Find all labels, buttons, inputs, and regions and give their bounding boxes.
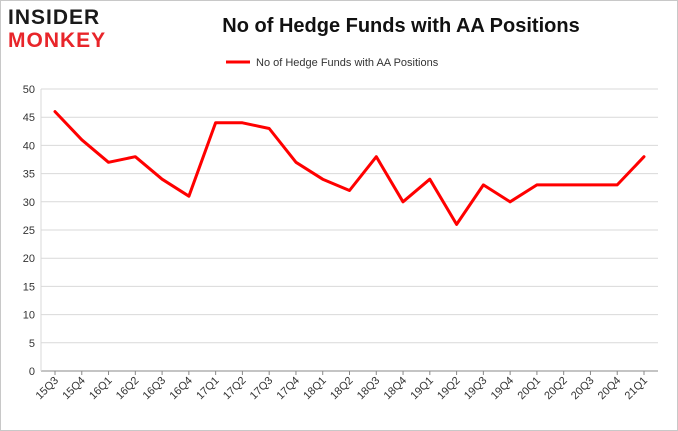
x-tick-label: 18Q3 bbox=[355, 375, 383, 403]
y-tick-label: 45 bbox=[23, 112, 35, 124]
x-tick-label: 17Q3 bbox=[248, 375, 276, 403]
y-tick-label: 0 bbox=[29, 366, 35, 378]
x-tick-label: 21Q1 bbox=[623, 375, 651, 403]
data-point bbox=[535, 183, 539, 187]
y-tick-label: 35 bbox=[23, 169, 35, 181]
y-tick-label: 30 bbox=[23, 197, 35, 209]
insider-monkey-logo: INSIDER MONKEY bbox=[8, 7, 130, 53]
x-tick-label: 17Q4 bbox=[275, 375, 303, 403]
data-point bbox=[80, 138, 83, 141]
gridlines bbox=[41, 88, 658, 344]
data-point bbox=[455, 223, 458, 226]
data-point bbox=[508, 200, 512, 203]
y-tick-label: 25 bbox=[23, 225, 35, 237]
data-point bbox=[187, 194, 191, 198]
data-point bbox=[53, 110, 57, 113]
x-tick-label: 19Q3 bbox=[462, 375, 490, 403]
data-point bbox=[589, 183, 592, 187]
axes bbox=[40, 89, 658, 375]
x-tick-label: 20Q1 bbox=[516, 375, 544, 403]
x-tick-label: 16Q2 bbox=[114, 375, 142, 403]
x-tick-label: 20Q4 bbox=[596, 375, 624, 403]
y-tick-label: 50 bbox=[23, 84, 35, 96]
data-point bbox=[428, 178, 432, 181]
data-point bbox=[642, 155, 646, 158]
logo-text-bottom: MONKEY bbox=[8, 29, 107, 52]
data-point bbox=[160, 178, 164, 181]
x-tick-label: 16Q4 bbox=[167, 375, 195, 403]
data-point bbox=[482, 183, 485, 187]
y-tick-label: 20 bbox=[23, 253, 35, 265]
x-tick-label: 19Q1 bbox=[408, 375, 436, 403]
data-point bbox=[107, 161, 110, 164]
data-point bbox=[267, 127, 271, 130]
x-tick-label: 20Q3 bbox=[569, 375, 597, 403]
data-point bbox=[401, 200, 405, 203]
x-tick-label: 19Q4 bbox=[489, 375, 517, 403]
series-line bbox=[53, 110, 646, 226]
x-tick-label: 18Q4 bbox=[382, 375, 410, 403]
y-tick-label: 5 bbox=[29, 338, 35, 350]
y-tick-label: 15 bbox=[23, 281, 35, 293]
legend-label: No of Hedge Funds with AA Positions bbox=[256, 57, 439, 69]
x-tick-label: 17Q2 bbox=[221, 375, 249, 403]
x-tick-label: 19Q2 bbox=[435, 375, 463, 403]
x-tick-label: 15Q4 bbox=[60, 375, 88, 403]
logo-text-top: INSIDER bbox=[8, 6, 101, 29]
data-point bbox=[348, 189, 351, 192]
data-point bbox=[375, 155, 378, 158]
x-tick-labels: 15Q3 15Q4 16Q1 16Q2 16Q3 16Q4 17Q1 17Q2 17Q3 17Q4… bbox=[34, 375, 651, 403]
data-point bbox=[134, 155, 137, 158]
data-point bbox=[562, 183, 565, 187]
series-lines bbox=[53, 110, 646, 226]
data-point bbox=[214, 121, 217, 125]
x-tick-label: 16Q3 bbox=[141, 375, 169, 403]
data-point bbox=[616, 183, 619, 187]
y-tick-label: 40 bbox=[23, 140, 35, 152]
y-tick-label: 10 bbox=[23, 310, 35, 322]
x-tick-label: 20Q2 bbox=[542, 375, 570, 403]
y-tick-labels: 0 5 10 15 20 25 30 35 40 45 50 bbox=[23, 84, 35, 378]
x-tick-label: 18Q1 bbox=[301, 375, 329, 403]
x-tick-label: 17Q1 bbox=[194, 375, 222, 403]
data-point bbox=[241, 121, 244, 125]
data-point bbox=[321, 178, 324, 181]
x-tick-label: 15Q3 bbox=[34, 375, 62, 403]
x-tick-label: 18Q2 bbox=[328, 375, 356, 403]
data-point bbox=[294, 161, 298, 164]
chart-title: No of Hedge Funds with AA Positions bbox=[222, 15, 580, 37]
x-tick-label: 16Q1 bbox=[87, 375, 115, 403]
legend: No of Hedge Funds with AA Positions bbox=[226, 57, 439, 69]
